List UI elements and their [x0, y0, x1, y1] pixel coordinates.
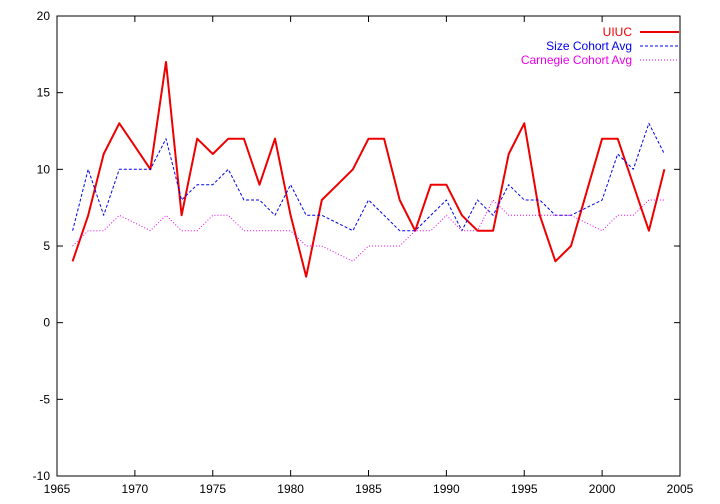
x-tick-label: 2005 [667, 482, 694, 496]
legend-label-2: Size Cohort Avg [546, 39, 632, 53]
x-tick-label: 1965 [44, 482, 71, 496]
y-tick-label: -5 [39, 392, 50, 406]
x-tick-label: 1995 [511, 482, 538, 496]
series-layer [71, 61, 666, 278]
plot-frame [56, 15, 681, 477]
y-tick-label: 10 [37, 162, 51, 176]
legend-label-1: UIUC [603, 25, 633, 39]
y-tick-label: 15 [37, 86, 51, 100]
x-tick-label: 1970 [122, 482, 149, 496]
axes: 1965 1970 1975 1980 1985 1990 1995 2000 2005-10-… [33, 9, 694, 496]
x-tick-label: 1985 [355, 482, 382, 496]
x-tick-label: 2000 [589, 482, 616, 496]
y-tick-label: 5 [43, 239, 50, 253]
series-line-3 [72, 199, 665, 262]
y-tick-label: 20 [37, 9, 51, 23]
x-tick-label: 1980 [277, 482, 304, 496]
y-tick-label: -10 [33, 469, 51, 483]
legend-label-3: Carnegie Cohort Avg [521, 53, 632, 67]
x-tick-label: 1975 [199, 482, 226, 496]
x-tick-label: 1990 [433, 482, 460, 496]
series-line-1 [71, 61, 666, 278]
y-tick-label: 0 [43, 316, 50, 330]
